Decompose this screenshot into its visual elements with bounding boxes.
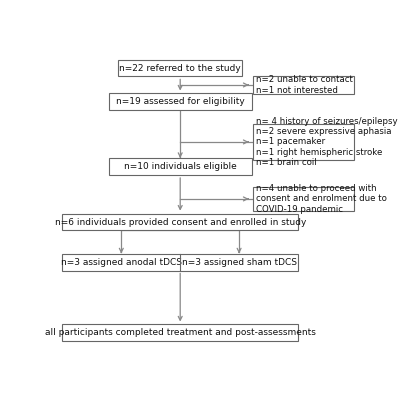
Text: n=22 referred to the study: n=22 referred to the study [119, 64, 241, 72]
FancyBboxPatch shape [109, 158, 252, 175]
FancyBboxPatch shape [253, 186, 354, 211]
Text: all participants completed treatment and post-assessments: all participants completed treatment and… [45, 328, 316, 338]
FancyBboxPatch shape [62, 214, 298, 230]
FancyBboxPatch shape [109, 94, 252, 110]
FancyBboxPatch shape [253, 124, 354, 160]
Text: n=19 assessed for eligibility: n=19 assessed for eligibility [116, 98, 244, 106]
Text: n=10 individuals eligible: n=10 individuals eligible [124, 162, 236, 171]
FancyBboxPatch shape [253, 76, 354, 94]
Text: n=6 individuals provided consent and enrolled in study: n=6 individuals provided consent and enr… [54, 218, 306, 226]
FancyBboxPatch shape [62, 254, 298, 270]
FancyBboxPatch shape [118, 60, 242, 76]
Text: n=3 assigned sham tDCS: n=3 assigned sham tDCS [182, 258, 297, 266]
Text: n=3 assigned anodal tDCS: n=3 assigned anodal tDCS [61, 258, 182, 266]
Text: n= 4 history of seizures/epilepsy
n=2 severe expressive aphasia
n=1 pacemaker
n=: n= 4 history of seizures/epilepsy n=2 se… [256, 117, 398, 167]
Text: n=2 unable to contact
n=1 not interested: n=2 unable to contact n=1 not interested [256, 75, 353, 95]
FancyBboxPatch shape [62, 324, 298, 341]
Text: n=4 unable to proceed with
consent and enrolment due to
COVID-19 pandemic: n=4 unable to proceed with consent and e… [256, 184, 387, 214]
